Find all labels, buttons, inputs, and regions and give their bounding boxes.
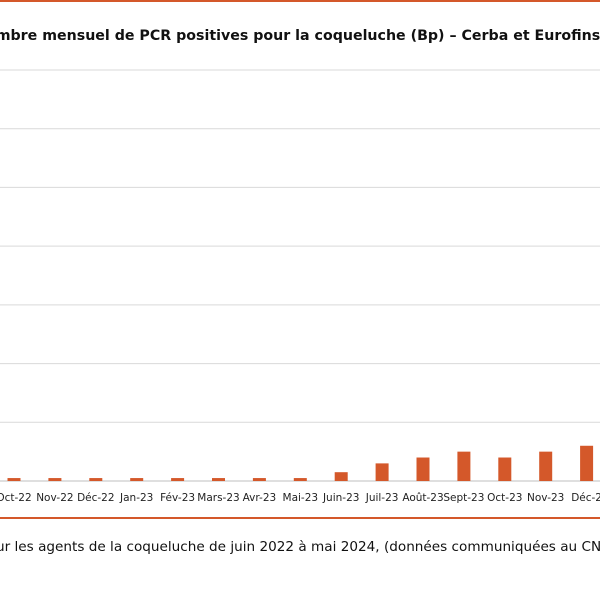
chart-title: ombre mensuel de PCR positives pour la c…	[0, 28, 600, 44]
x-tick-label: Mars-23	[197, 492, 239, 504]
bar-déc-2	[580, 445, 594, 481]
bottom-rule	[0, 517, 600, 519]
chart-caption: ur les agents de la coqueluche de juin 2…	[0, 539, 600, 555]
bar-déc-22	[89, 478, 103, 481]
top-rule	[0, 0, 600, 2]
x-tick-label: Juin-23	[322, 492, 359, 504]
bar-jan-23	[130, 478, 144, 481]
x-tick-label: Oct-22	[0, 492, 32, 504]
x-tick-label: Fév-23	[160, 492, 195, 504]
bar-nov-22	[48, 478, 62, 481]
bar-avr-23	[252, 478, 266, 481]
bars	[7, 445, 594, 481]
bar-sept-23	[457, 451, 471, 481]
bar-mars-23	[212, 478, 225, 481]
x-tick-label: Sept-23	[443, 492, 484, 504]
x-tick-labels: Oct-22 Nov-22 Déc-22 Jan-23 Fév-23 Mars-23 Avr…	[0, 492, 600, 504]
x-tick-label: Déc-22	[77, 492, 114, 504]
x-tick-label: Août-23	[402, 492, 443, 504]
bar-oct-23	[498, 457, 512, 481]
x-tick-label: Juil-23	[365, 492, 399, 504]
bar-fév-23	[171, 478, 185, 481]
bar-oct-22	[7, 478, 21, 481]
x-tick-label: Jan-23	[119, 492, 153, 504]
x-tick-label: Oct-23	[487, 492, 522, 504]
gridlines	[0, 69, 600, 482]
bar-chart: Oct-22 Nov-22 Déc-22 Jan-23 Fév-23 Mars-23 Avr…	[0, 69, 600, 504]
bar-juil-23	[375, 463, 389, 481]
bar-juin-23	[334, 472, 348, 481]
bar-nov-23	[539, 451, 553, 481]
x-tick-label: Mai-23	[283, 492, 319, 504]
bar-août-23	[416, 457, 430, 481]
x-tick-label: Avr-23	[243, 492, 277, 504]
x-tick-label: Nov-22	[36, 492, 73, 504]
bar-mai-23	[293, 478, 307, 481]
x-tick-label: Déc-2	[571, 492, 600, 504]
x-tick-label: Nov-23	[527, 492, 564, 504]
